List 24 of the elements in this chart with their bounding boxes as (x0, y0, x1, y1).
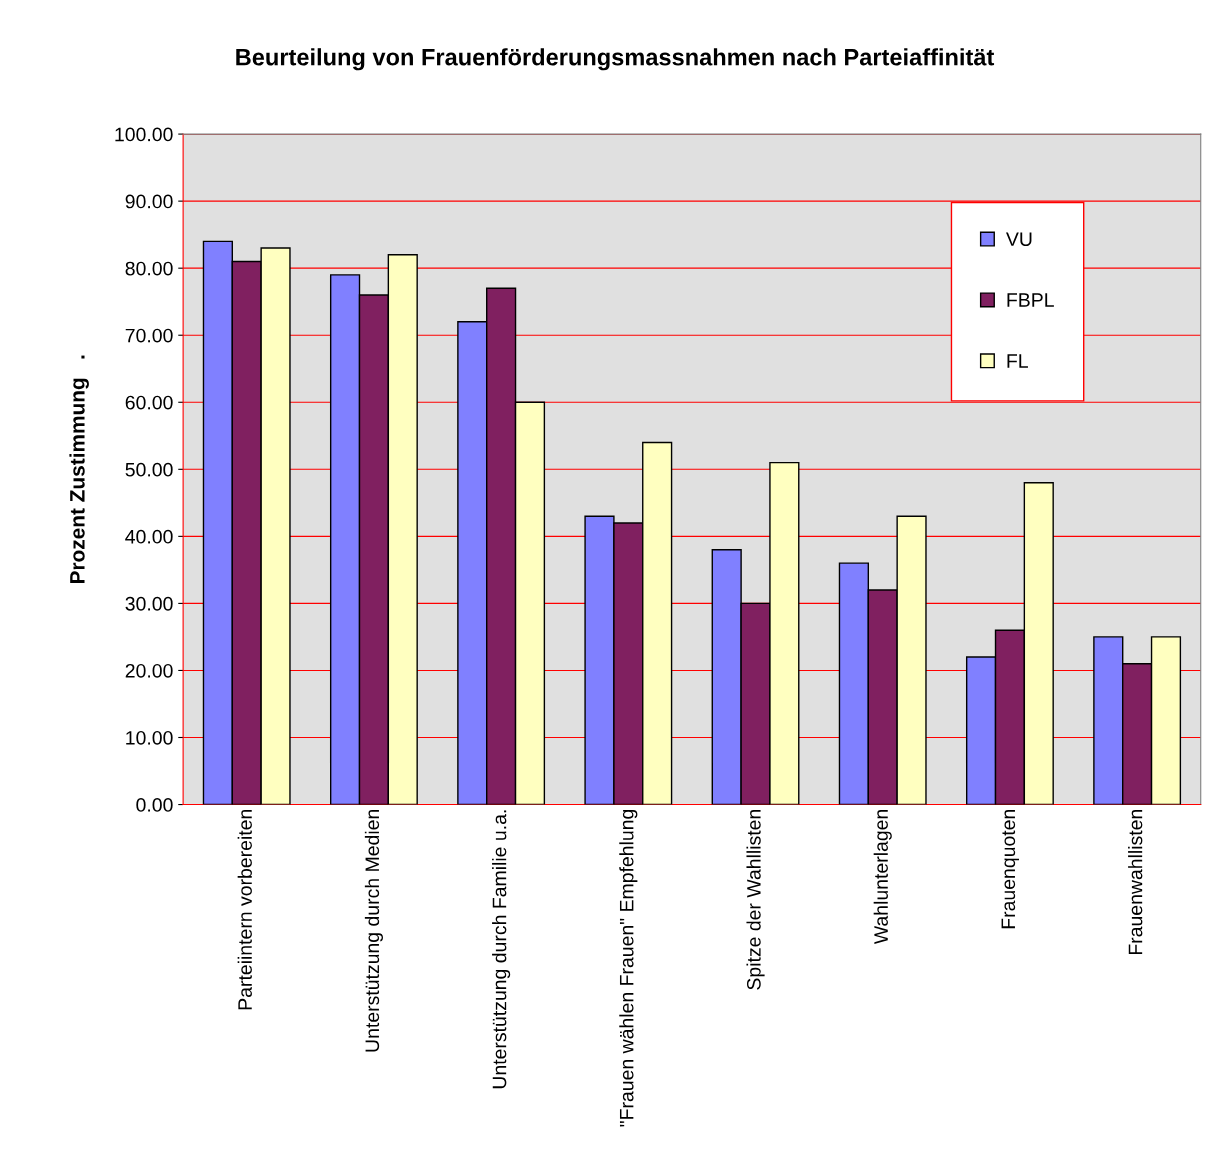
y-axis-title: Prozent Zustimmung . (69, 355, 89, 584)
x-tick-label: Frauenwahllisten (1128, 809, 1143, 955)
x-tick-label: Unterstützung durch Medien (364, 809, 383, 1052)
y-tick-label: 90.00 (125, 194, 173, 209)
y-tick-label: 80.00 (125, 261, 173, 276)
y-tick-label: 0.00 (136, 798, 173, 812)
chart-title: Beurteilung von Frauenförderungsmassnahmen nach Parteiaffinität (236, 48, 995, 71)
y-tick-label: 50.00 (125, 462, 173, 477)
y-tick-label: 60.00 (125, 395, 173, 410)
y-tick-label: 20.00 (125, 663, 173, 678)
y-tick-label: 70.00 (125, 328, 173, 343)
x-tick-label: Frauenquoten (1001, 809, 1019, 929)
x-tick-label: Parteiintern vorbereiten (237, 809, 252, 1010)
y-tick-label: 100.00 (115, 127, 173, 142)
x-tick-label: Wahlunterlagen (873, 809, 892, 945)
x-tick-label: Unterstützung durch Familie u.a. (492, 810, 511, 1089)
y-tick-label: 40.00 (125, 529, 173, 544)
legend-label: FL (1007, 354, 1028, 368)
x-tick-label: Spitze der Wahllisten (746, 809, 765, 990)
legend-label: VU (1006, 232, 1032, 247)
x-tick-label: "Frauen wählen Frauen" Empfehlung (619, 809, 638, 1127)
y-tick-label: 30.00 (125, 596, 173, 611)
y-tick-label: 10.00 (126, 730, 173, 745)
legend-label: FBPL (1007, 293, 1054, 307)
